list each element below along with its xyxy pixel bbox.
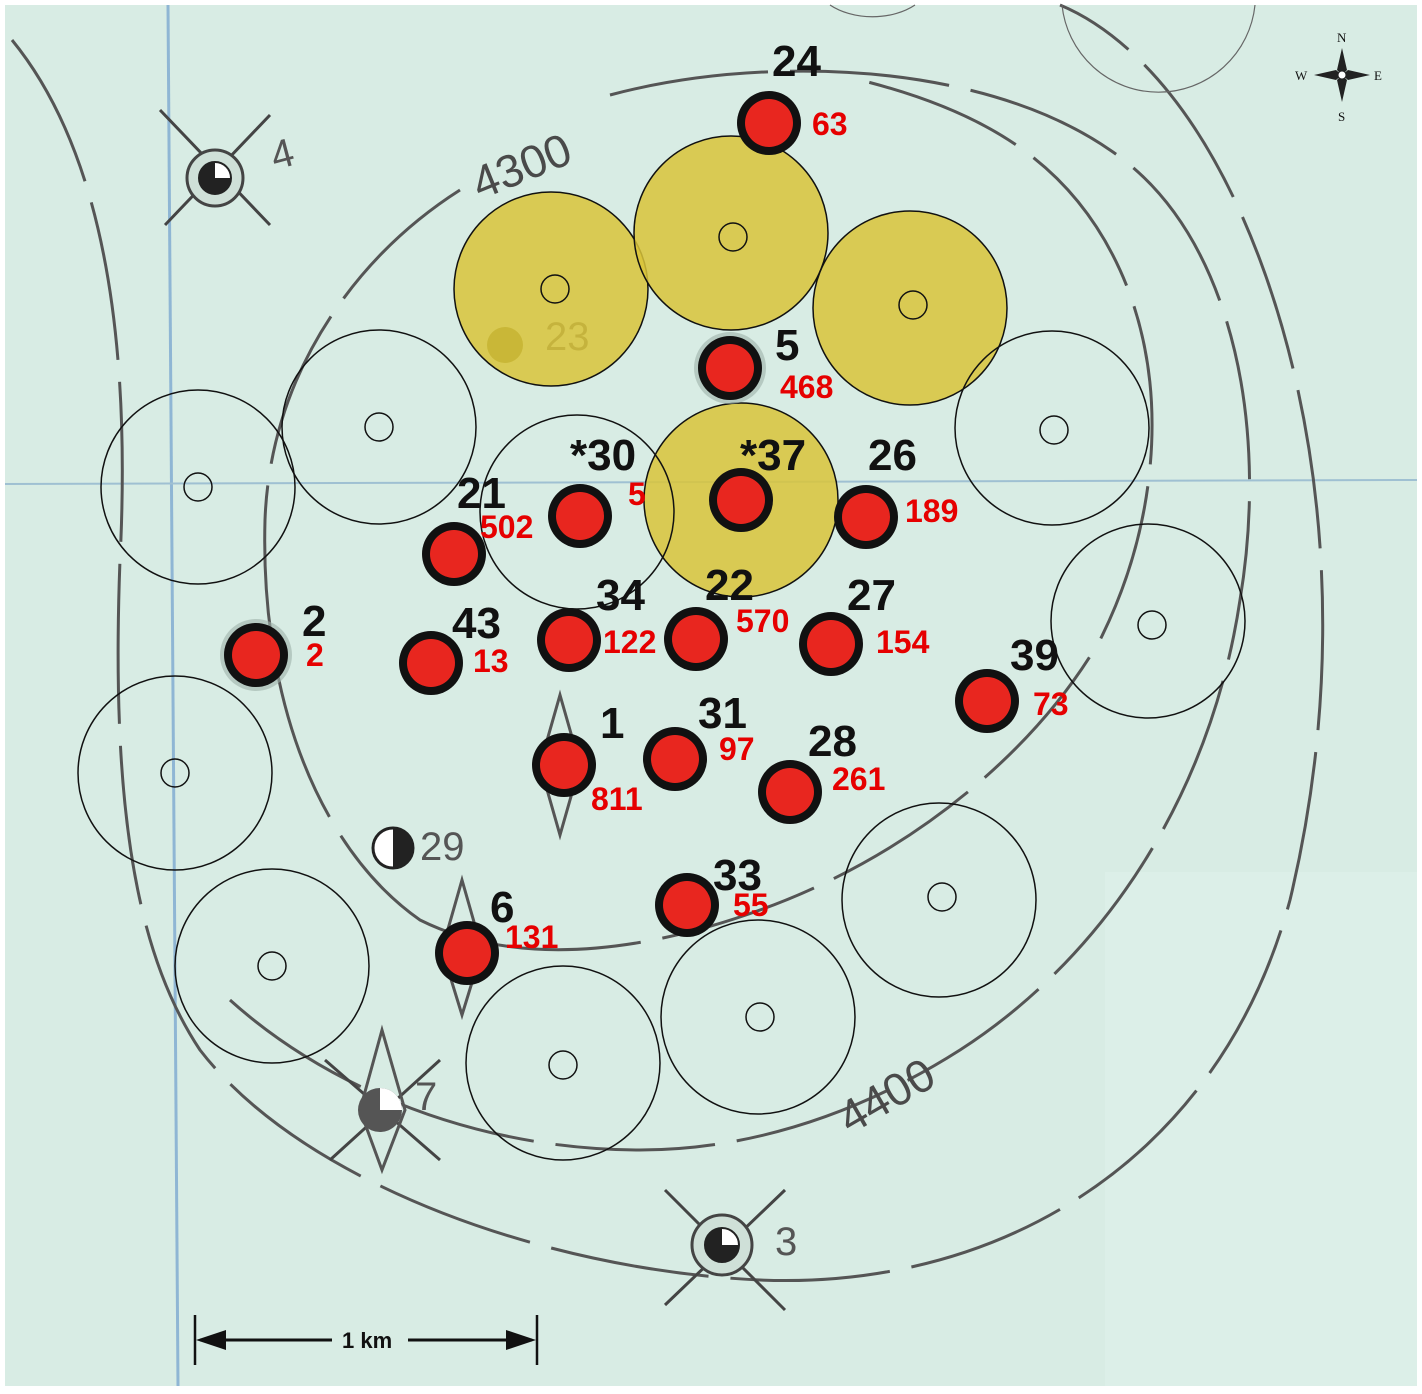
svg-text:7: 7 — [415, 1075, 437, 1119]
abandoned-well-icon — [371, 826, 415, 870]
proposed-location-outline[interactable] — [954, 330, 1150, 526]
proposed-locations-highlighted — [453, 135, 1008, 598]
contour-4400 — [228, 69, 1252, 1152]
old-well-4: 4 — [158, 108, 299, 227]
old-well-3: 3 — [663, 1188, 797, 1312]
map-patch — [1105, 872, 1417, 1386]
svg-text:97: 97 — [719, 731, 755, 767]
svg-text:21: 21 — [457, 469, 506, 518]
svg-text:*30: *30 — [570, 431, 636, 480]
proposed-location-outline — [829, 4, 916, 18]
svg-text:5: 5 — [775, 321, 799, 370]
grid-line-vertical — [166, 4, 180, 1387]
svg-text:122: 122 — [603, 624, 656, 660]
well-27[interactable]: 27 154 — [799, 571, 930, 676]
proposed-location-highlighted[interactable] — [812, 210, 1008, 406]
proposed-location-outline[interactable] — [479, 414, 675, 610]
abandoned-well-icon — [704, 1227, 740, 1263]
svg-text:261: 261 — [832, 761, 885, 797]
well-1[interactable]: 1 811 — [532, 699, 643, 817]
proposed-location-outline — [1061, 4, 1256, 93]
proposed-location-outline[interactable] — [1050, 523, 1246, 719]
svg-text:131: 131 — [505, 919, 558, 955]
svg-text:26: 26 — [868, 431, 917, 480]
proposed-location-outline[interactable] — [100, 389, 296, 585]
well-33[interactable]: 33 55 — [655, 851, 769, 937]
well-28[interactable]: 28 261 — [758, 717, 885, 824]
svg-text:27: 27 — [847, 571, 896, 620]
proposed-location-outline[interactable] — [77, 675, 273, 871]
well-26[interactable]: 26 189 — [834, 431, 958, 549]
well-22[interactable]: 22 570 — [664, 561, 789, 671]
old-well-7: 7 — [324, 1024, 442, 1175]
well-5[interactable]: 5 468 — [694, 321, 833, 405]
svg-text:502: 502 — [480, 509, 533, 545]
proposed-location-highlighted[interactable] — [453, 191, 649, 387]
svg-text:31: 31 — [698, 689, 747, 738]
well-37[interactable]: *37 — [709, 431, 806, 532]
proposed-location-outline[interactable] — [174, 868, 370, 1064]
proposed-location-outline[interactable] — [660, 919, 856, 1115]
compass-w: W — [1295, 68, 1308, 83]
svg-text:189: 189 — [905, 493, 958, 529]
proposed-location-highlighted[interactable] — [633, 135, 829, 331]
contour-4300 — [263, 78, 1154, 952]
svg-text:34: 34 — [596, 571, 645, 620]
svg-text:811: 811 — [591, 781, 643, 817]
svg-text:*37: *37 — [740, 431, 806, 480]
svg-text:3: 3 — [775, 1220, 797, 1264]
well-34[interactable]: 34 122 — [537, 571, 656, 672]
svg-text:55: 55 — [733, 887, 769, 923]
compass-n: N — [1337, 30, 1347, 45]
svg-text:13: 13 — [473, 643, 509, 679]
svg-text:570: 570 — [736, 603, 789, 639]
abandoned-well-icon — [198, 161, 232, 195]
svg-text:24: 24 — [772, 37, 821, 86]
compass-rose-icon: N S E W — [1295, 30, 1382, 124]
proposed-location-outline[interactable] — [841, 802, 1037, 998]
compass-s: S — [1338, 109, 1345, 124]
well-30[interactable]: *30 5 — [548, 431, 646, 548]
compass-e: E — [1374, 68, 1382, 83]
wells: 24 63 5 468 *30 5 *37 26 189 21 502 — [220, 37, 1069, 985]
svg-text:63: 63 — [812, 106, 848, 142]
well-6[interactable]: 6 131 — [435, 883, 558, 985]
svg-text:6: 6 — [490, 883, 514, 932]
svg-text:5: 5 — [628, 476, 646, 512]
svg-text:154: 154 — [876, 624, 930, 660]
well-39[interactable]: 39 73 — [955, 631, 1069, 733]
svg-text:2: 2 — [306, 637, 324, 673]
abandoned-well-icon — [358, 1088, 402, 1132]
proposed-locations-outlined — [77, 329, 1246, 1161]
svg-text:28: 28 — [808, 717, 857, 766]
well-43[interactable]: 43 13 — [399, 599, 509, 695]
proposed-location-outline[interactable] — [465, 965, 661, 1161]
well-31[interactable]: 31 97 — [643, 689, 755, 791]
svg-text:22: 22 — [705, 561, 754, 610]
svg-text:33: 33 — [713, 851, 762, 900]
well-21[interactable]: 21 502 — [422, 469, 533, 586]
well-2[interactable]: 2 2 — [220, 597, 326, 691]
scale-bar: 1 km — [193, 1315, 539, 1365]
svg-text:2: 2 — [302, 597, 326, 646]
scale-bar-label: 1 km — [342, 1328, 392, 1353]
old-well-29: 29 — [371, 825, 465, 870]
contour-lines — [10, 3, 1325, 1283]
svg-text:39: 39 — [1010, 631, 1059, 680]
svg-text:1: 1 — [600, 699, 624, 748]
svg-text:29: 29 — [420, 825, 465, 869]
contour-outer — [10, 3, 1325, 1283]
svg-text:468: 468 — [780, 369, 833, 405]
svg-text:73: 73 — [1033, 686, 1069, 722]
svg-text:43: 43 — [452, 599, 501, 648]
proposed-location-outline[interactable] — [281, 329, 477, 525]
well-24[interactable]: 24 63 — [737, 37, 848, 155]
